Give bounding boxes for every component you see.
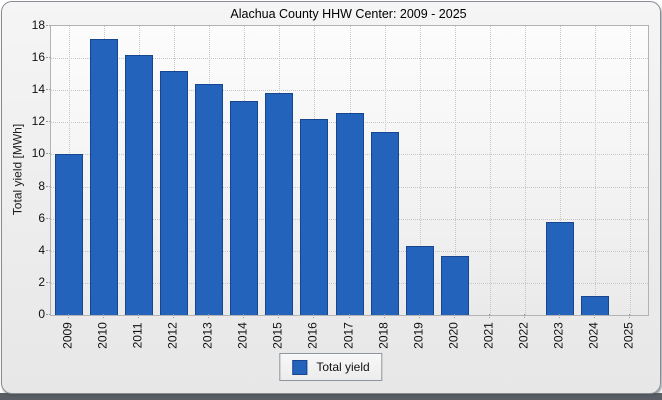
legend-color-swatch: [292, 359, 308, 375]
window-bottom-shadow: [0, 393, 662, 400]
x-tick-label: 2015: [270, 322, 285, 349]
v-gridline: [560, 26, 562, 315]
bar-2023: [546, 222, 575, 315]
chart-window: Alachua County HHW Center: 2009 - 2025 T…: [1, 1, 661, 394]
x-tick-label: 2012: [165, 322, 180, 349]
v-gridline: [595, 26, 597, 315]
x-tick-label: 2016: [305, 322, 320, 349]
legend-label: Total yield: [316, 360, 370, 374]
x-tick-label: 2020: [446, 322, 461, 349]
x-tick-label: 2017: [341, 322, 355, 349]
x-tick-label: 2011: [130, 322, 145, 349]
bar-2009: [54, 154, 83, 315]
bar-2010: [89, 39, 118, 315]
x-tick-label: 2024: [586, 322, 601, 349]
plot-area: [50, 25, 649, 316]
x-tick-label: 2018: [376, 322, 391, 349]
y-axis-title: Total yield [MWh]: [10, 123, 25, 216]
v-gridline: [630, 26, 632, 315]
x-tick-label: 2022: [516, 322, 531, 349]
y-tick-label: 16: [31, 50, 45, 65]
v-gridline: [489, 26, 491, 315]
x-tick-label: 2023: [551, 322, 566, 349]
y-tick-label: 18: [31, 18, 45, 32]
bar-2014: [230, 101, 259, 315]
bar-2013: [195, 84, 224, 315]
bar-2024: [581, 296, 610, 315]
bar-2011: [124, 55, 153, 315]
v-gridline: [525, 26, 527, 315]
bar-2017: [335, 113, 364, 315]
y-tick-label: 14: [31, 82, 45, 97]
x-tick-label: 2014: [235, 322, 250, 349]
x-tick-label: 2013: [200, 322, 215, 349]
x-tick-label: 2021: [481, 322, 496, 349]
x-tick-label: 2009: [60, 322, 75, 349]
bar-2015: [265, 93, 294, 315]
v-gridline: [454, 26, 456, 315]
bar-2018: [370, 132, 399, 315]
v-gridline: [419, 26, 421, 315]
bar-2016: [300, 119, 329, 315]
y-tick-label: 0: [38, 307, 45, 321]
legend: Total yield: [279, 353, 383, 381]
x-tick-label: 2010: [95, 322, 110, 349]
x-tick-label: 2019: [411, 322, 426, 349]
chart-title: Alachua County HHW Center: 2009 - 2025: [230, 7, 467, 21]
bar-2020: [440, 256, 469, 315]
x-tick-label: 2025: [621, 322, 636, 349]
y-tick-label: 4: [38, 242, 45, 257]
bar-2012: [159, 71, 188, 315]
bar-2019: [405, 246, 434, 315]
y-tick-label: 2: [38, 274, 45, 289]
